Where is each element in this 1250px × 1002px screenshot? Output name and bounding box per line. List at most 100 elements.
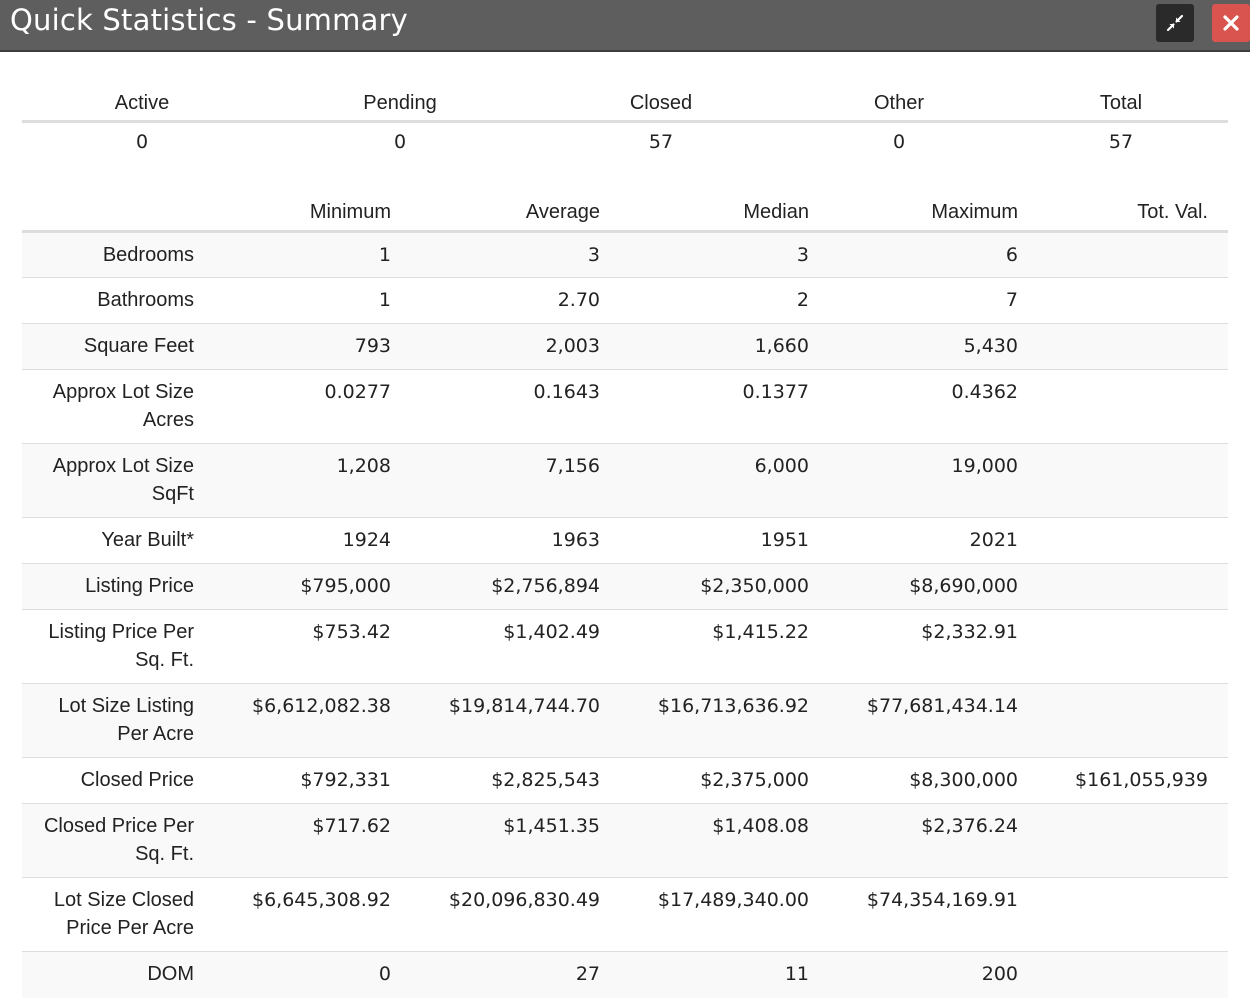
cell-minimum: 0.0277 xyxy=(222,369,411,444)
stats-header-total-value: Tot. Val. xyxy=(1038,194,1228,233)
stats-header-minimum: Minimum xyxy=(222,194,411,233)
cell-maximum: 19,000 xyxy=(829,443,1038,518)
summary-header-total: Total xyxy=(1014,86,1228,123)
cell-minimum: $6,612,082.38 xyxy=(222,683,411,758)
cell-maximum: 2021 xyxy=(829,517,1038,564)
summary-value-other: 0 xyxy=(892,131,906,153)
cell-average: $1,402.49 xyxy=(411,609,620,684)
table-row: Approx Lot Size Acres 0.0277 0.1643 0.13… xyxy=(22,369,1228,444)
cell-average: $20,096,830.49 xyxy=(411,877,620,952)
cell-maximum: $2,332.91 xyxy=(829,609,1038,684)
cell-minimum: $6,645,308.92 xyxy=(222,877,411,952)
cell-average: 1963 xyxy=(411,517,620,564)
row-label: Square Feet xyxy=(22,323,222,370)
summary-header-closed: Closed xyxy=(538,86,784,123)
cell-average: 2.70 xyxy=(411,277,620,324)
cell-average: 2,003 xyxy=(411,323,620,370)
table-row: Bathrooms 1 2.70 2 7 xyxy=(22,277,1228,324)
cell-minimum: $792,331 xyxy=(222,757,411,804)
cell-total-value xyxy=(1038,323,1228,370)
cell-minimum: 793 xyxy=(222,323,411,370)
cell-average: 3 xyxy=(411,231,620,278)
stats-header-row: Minimum Average Median Maximum Tot. Val. xyxy=(22,194,1228,233)
row-label: Bathrooms xyxy=(22,277,222,324)
cell-minimum: 1,208 xyxy=(222,443,411,518)
row-label: Approx Lot Size SqFt xyxy=(22,443,222,518)
cell-total-value xyxy=(1038,683,1228,758)
cell-maximum: $2,376.24 xyxy=(829,803,1038,878)
cell-maximum: 0.4362 xyxy=(829,369,1038,444)
cell-maximum: $77,681,434.14 xyxy=(829,683,1038,758)
table-row: Closed Price Per Sq. Ft. $717.62 $1,451.… xyxy=(22,803,1228,878)
row-label: Closed Price Per Sq. Ft. xyxy=(22,803,222,878)
cell-minimum: 1 xyxy=(222,277,411,324)
cell-maximum: 5,430 xyxy=(829,323,1038,370)
cell-total-value xyxy=(1038,443,1228,518)
cell-minimum: 1924 xyxy=(222,517,411,564)
cell-minimum: 1 xyxy=(222,231,411,278)
stats-header-maximum: Maximum xyxy=(829,194,1038,233)
cell-average: 7,156 xyxy=(411,443,620,518)
cell-maximum: 6 xyxy=(829,231,1038,278)
row-label: Year Built* xyxy=(22,517,222,564)
row-label: Bedrooms xyxy=(22,231,222,278)
table-row: Listing Price $795,000 $2,756,894 $2,350… xyxy=(22,563,1228,610)
minimize-button[interactable] xyxy=(1156,4,1194,42)
cell-total-value xyxy=(1038,563,1228,610)
cell-total-value xyxy=(1038,517,1228,564)
cell-average: $2,825,543 xyxy=(411,757,620,804)
cell-maximum: 7 xyxy=(829,277,1038,324)
title-bar: Quick Statistics - Summary xyxy=(0,0,1250,52)
cell-total-value xyxy=(1038,609,1228,684)
row-label: Closed Price xyxy=(22,757,222,804)
cell-median: 11 xyxy=(620,951,829,998)
summary-header-active: Active xyxy=(22,86,262,123)
cell-total-value: $161,055,939 xyxy=(1038,757,1228,804)
table-row: DOM 0 27 11 200 xyxy=(22,951,1228,998)
cell-average: $1,451.35 xyxy=(411,803,620,878)
table-row: Lot Size Listing Per Acre $6,612,082.38 … xyxy=(22,683,1228,758)
cell-median: 1951 xyxy=(620,517,829,564)
table-row: Lot Size Closed Price Per Acre $6,645,30… xyxy=(22,877,1228,952)
table-row: Approx Lot Size SqFt 1,208 7,156 6,000 1… xyxy=(22,443,1228,518)
cell-total-value xyxy=(1038,369,1228,444)
cell-average: 0.1643 xyxy=(411,369,620,444)
compress-icon xyxy=(1166,14,1184,32)
stats-header-average: Average xyxy=(411,194,620,233)
table-row: Closed Price $792,331 $2,825,543 $2,375,… xyxy=(22,757,1228,804)
summary-header-pending: Pending xyxy=(262,86,538,123)
close-button[interactable] xyxy=(1212,4,1250,42)
cell-total-value xyxy=(1038,231,1228,278)
summary-value-closed: 57 xyxy=(648,131,674,153)
cell-median: $17,489,340.00 xyxy=(620,877,829,952)
summary-header-other: Other xyxy=(784,86,1014,123)
cell-total-value xyxy=(1038,277,1228,324)
table-row: Year Built* 1924 1963 1951 2021 xyxy=(22,517,1228,564)
cell-median: 3 xyxy=(620,231,829,278)
cell-median: 0.1377 xyxy=(620,369,829,444)
status-summary-table: Active Pending Closed Other Total 0 0 57… xyxy=(22,86,1228,161)
cell-median: 6,000 xyxy=(620,443,829,518)
row-label: DOM xyxy=(22,951,222,998)
stats-header-median: Median xyxy=(620,194,829,233)
window-title: Quick Statistics - Summary xyxy=(10,3,409,37)
cell-median: $1,408.08 xyxy=(620,803,829,878)
summary-value-pending: 0 xyxy=(393,131,407,153)
cell-median: $16,713,636.92 xyxy=(620,683,829,758)
cell-minimum: $753.42 xyxy=(222,609,411,684)
cell-median: 1,660 xyxy=(620,323,829,370)
table-row: Listing Price Per Sq. Ft. $753.42 $1,402… xyxy=(22,609,1228,684)
row-label: Listing Price Per Sq. Ft. xyxy=(22,609,222,684)
cell-total-value xyxy=(1038,877,1228,952)
row-label: Lot Size Closed Price Per Acre xyxy=(22,877,222,952)
cell-maximum: $74,354,169.91 xyxy=(829,877,1038,952)
cell-average: 27 xyxy=(411,951,620,998)
cell-median: 2 xyxy=(620,277,829,324)
cell-maximum: $8,300,000 xyxy=(829,757,1038,804)
cell-minimum: $717.62 xyxy=(222,803,411,878)
cell-maximum: 200 xyxy=(829,951,1038,998)
cell-total-value xyxy=(1038,951,1228,998)
cell-median: $2,375,000 xyxy=(620,757,829,804)
cell-minimum: $795,000 xyxy=(222,563,411,610)
statistics-table: Minimum Average Median Maximum Tot. Val.… xyxy=(22,194,1228,998)
